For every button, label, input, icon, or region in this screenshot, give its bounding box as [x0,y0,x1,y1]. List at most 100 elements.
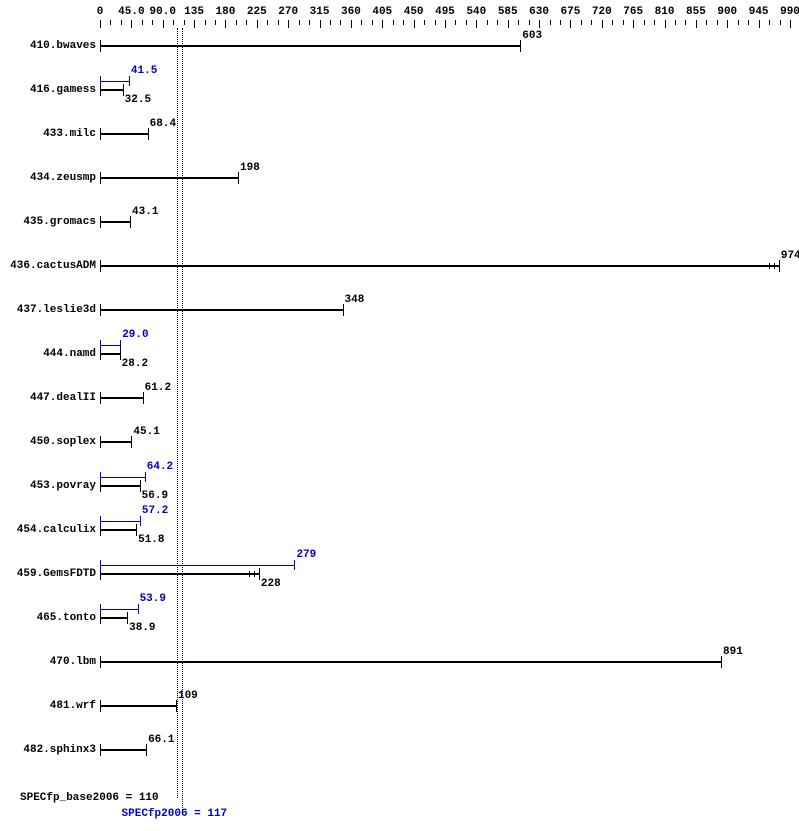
base-value: 891 [723,646,743,658]
base-bar [100,617,127,619]
base-value: 32.5 [125,94,151,106]
benchmark-name: 454.calculix [0,524,96,536]
axis-tick [508,20,509,28]
base-value: 61.2 [145,382,171,394]
axis-tick [194,20,195,28]
axis-tick [100,20,101,28]
benchmark-name: 435.gromacs [0,216,96,228]
benchmark-name: 447.dealII [0,392,96,404]
peak-start-cap [100,560,101,570]
axis-minor-tick [675,20,676,25]
base-bar [100,573,259,575]
axis-minor-tick [497,20,498,25]
axis-minor-tick [466,20,467,25]
axis-minor-tick [612,20,613,25]
axis-tick-label: 855 [686,6,706,18]
axis-tick-label: 315 [310,6,330,18]
base-bar [100,441,131,443]
peak-start-cap [100,604,101,614]
base-value: 51.8 [138,534,164,546]
peak-start-cap [100,76,101,86]
axis-minor-tick [644,20,645,25]
axis-tick [225,20,226,28]
base-bar [100,177,238,179]
axis-minor-tick [309,20,310,25]
axis-tick [633,20,634,28]
axis-tick-label: 765 [623,6,643,18]
axis-minor-tick [215,20,216,25]
base-value: 66.1 [148,734,174,746]
err-tick [774,263,775,269]
peak-value: 57.2 [142,505,168,517]
axis-minor-tick [560,20,561,25]
base-value: 43.1 [132,206,158,218]
axis-tick-label: 270 [278,6,298,18]
base-bar-cap [131,436,132,448]
axis-minor-tick [246,20,247,25]
axis-minor-tick [393,20,394,25]
axis-minor-tick [173,20,174,25]
base-bar-cap [520,40,521,52]
base-bar-cap [238,172,239,184]
axis-minor-tick [748,20,749,25]
peak-bar [100,477,145,478]
axis-minor-tick [685,20,686,25]
benchmark-name: 437.leslie3d [0,304,96,316]
axis-minor-tick [654,20,655,25]
base-bar [100,45,520,47]
base-bar [100,221,130,223]
axis-minor-tick [152,20,153,25]
peak-summary: SPECfp2006 = 117 [122,808,228,820]
base-value: 28.2 [122,358,148,370]
base-bar-cap [259,568,260,580]
axis-tick [351,20,352,28]
axis-tick-label: 945 [749,6,769,18]
axis-minor-tick [330,20,331,25]
base-bar [100,265,779,267]
base-bar [100,89,123,91]
peak-bar [100,521,140,522]
axis-tick [665,20,666,28]
axis-tick-label: 450 [404,6,424,18]
axis-tick [288,20,289,28]
axis-tick-label: 495 [435,6,455,18]
benchmark-name: 433.milc [0,128,96,140]
axis-tick [476,20,477,28]
base-bar-cap [130,216,131,228]
base-value: 974 [781,250,799,262]
benchmark-name: 444.namd [0,348,96,360]
axis-tick-label: 675 [561,6,581,18]
axis-minor-tick [299,20,300,25]
axis-minor-tick [278,20,279,25]
axis-minor-tick [623,20,624,25]
axis-minor-tick [529,20,530,25]
benchmark-chart: 045.090.01351802252703153604054504955405… [0,0,799,831]
base-summary: SPECfp_base2006 = 110 [20,792,159,804]
axis-tick-label: 720 [592,6,612,18]
benchmark-name: 410.bwaves [0,40,96,52]
base-bar-cap [140,480,141,492]
axis-tick [414,20,415,28]
peak-value: 53.9 [140,593,166,605]
base-bar-cap [136,524,137,536]
axis-minor-tick [518,20,519,25]
base-bar [100,485,140,487]
axis-minor-tick [142,20,143,25]
axis-tick-label: 135 [184,6,204,18]
benchmark-name: 470.lbm [0,656,96,668]
peak-start-cap [100,516,101,526]
base-value: 198 [240,162,260,174]
axis-tick-label: 990 [780,6,799,18]
benchmark-name: 482.sphinx3 [0,744,96,756]
axis-minor-tick [205,20,206,25]
base-bar [100,705,176,707]
peak-bar-cap [129,76,130,86]
base-bar [100,133,148,135]
peak-bar [100,609,138,610]
axis-tick-label: 585 [498,6,518,18]
peak-bar-cap [138,604,139,614]
axis-minor-tick [110,20,111,25]
axis-tick-label: 630 [529,6,549,18]
peak-ref-line [182,28,183,814]
axis-minor-tick [780,20,781,25]
